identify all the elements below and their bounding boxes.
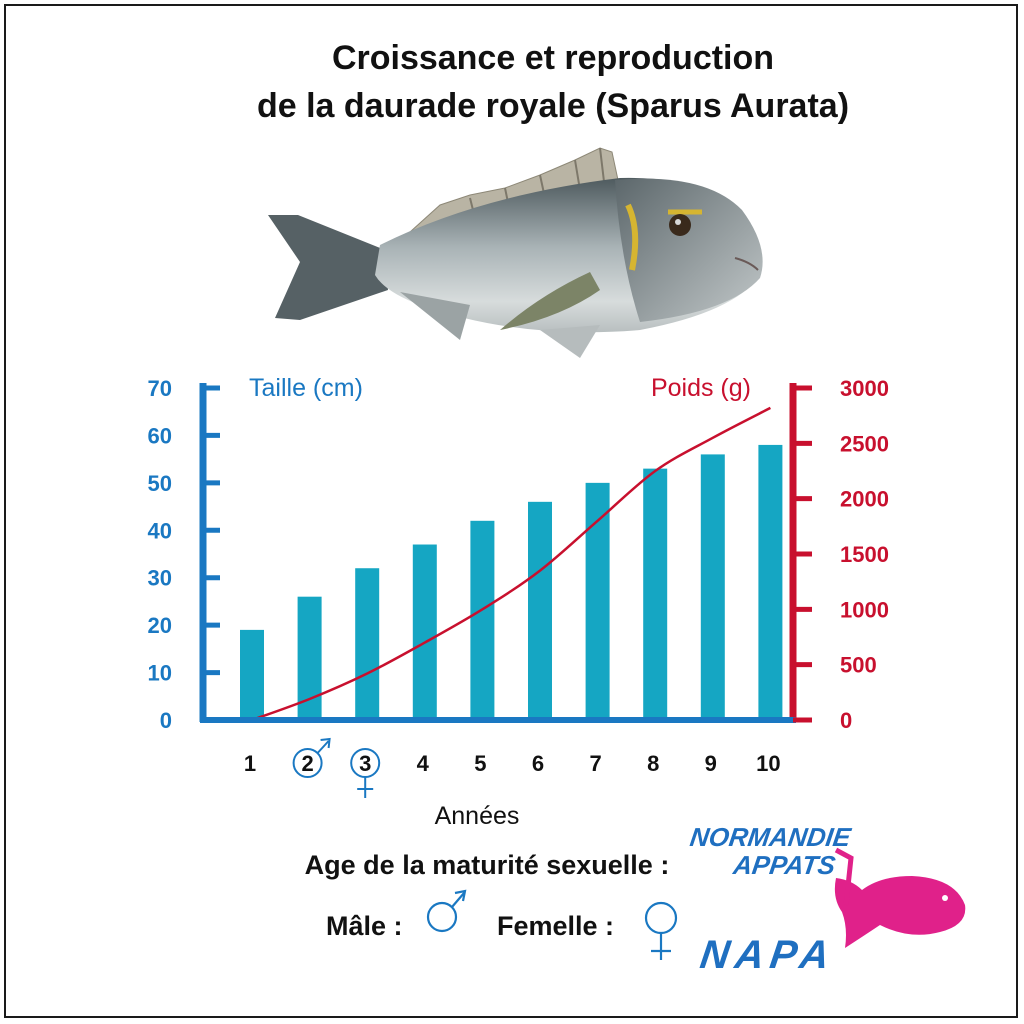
bar-year-6 <box>528 501 552 720</box>
right-ticks: 3000 2500 2000 1500 1000 500 0 <box>793 376 889 733</box>
left-tick-label: 30 <box>148 566 172 591</box>
title-line-1: Croissance et reproduction <box>332 39 774 77</box>
right-tick-label: 500 <box>840 653 877 678</box>
x-tick-label: 10 <box>756 751 780 776</box>
left-tick-label: 70 <box>148 376 172 401</box>
right-tick-label: 2500 <box>840 431 889 456</box>
logo-line-1: NORMANDIE <box>688 822 854 852</box>
x-tick-label: 8 <box>647 751 659 776</box>
right-tick-label: 2000 <box>840 487 889 512</box>
female-marker-icon <box>350 748 381 798</box>
left-tick-label: 60 <box>148 423 172 448</box>
x-tick-label: 6 <box>532 751 544 776</box>
female-symbol-icon <box>644 901 678 960</box>
fish-photo <box>268 147 763 358</box>
male-marker-icon <box>292 737 331 778</box>
x-tick-label: 4 <box>417 751 430 776</box>
title-line-2: de la daurade royale (Sparus Aurata) <box>257 87 849 125</box>
maturity-title: Age de la maturité sexuelle : <box>305 850 670 880</box>
x-tick-label: 7 <box>589 751 601 776</box>
left-ticks: 70 60 50 40 30 20 10 0 <box>148 376 220 733</box>
left-tick-label: 40 <box>148 518 172 543</box>
napa-logo: NORMANDIE APPATS NAPA <box>688 822 966 977</box>
x-tick-label: 2 <box>301 751 313 776</box>
logo-line-3: NAPA <box>698 932 839 977</box>
right-axis-title: Poids (g) <box>651 374 751 402</box>
bar-year-5 <box>470 520 495 720</box>
logo-fish-icon <box>834 847 966 948</box>
logo-line-2: APPATS <box>731 850 838 880</box>
bar-year-1 <box>240 629 264 720</box>
left-axis-title: Taille (cm) <box>249 374 363 402</box>
x-tick-label: 9 <box>705 751 717 776</box>
left-tick-label: 50 <box>148 471 172 496</box>
male-label: Mâle : <box>326 911 403 941</box>
x-ticks: 1 2 3 4 5 6 7 8 9 10 <box>244 737 781 798</box>
female-label: Femelle : <box>497 911 614 941</box>
left-tick-label: 20 <box>148 613 172 638</box>
right-tick-label: 1500 <box>840 542 889 567</box>
right-tick-label: 0 <box>840 708 852 733</box>
x-tick-label: 5 <box>474 751 486 776</box>
right-tick-label: 1000 <box>840 597 889 622</box>
x-axis-title: Années <box>435 802 520 830</box>
left-tick-label: 10 <box>148 661 172 686</box>
growth-chart: 70 60 50 40 30 20 10 0 3000 2500 2000 1500 1000 500 0… <box>148 374 889 830</box>
bar-year-10 <box>758 444 783 720</box>
bar-year-3 <box>355 568 380 720</box>
frame-border <box>4 4 1018 1018</box>
right-tick-label: 3000 <box>840 376 889 401</box>
bar-year-4 <box>412 544 437 720</box>
weight-line <box>251 406 771 722</box>
male-symbol-icon <box>426 889 467 933</box>
bar-year-8 <box>643 468 668 720</box>
bar-year-9 <box>700 454 725 720</box>
x-tick-label: 1 <box>244 751 256 776</box>
bars-layer <box>240 444 783 720</box>
bar-year-7 <box>585 482 610 720</box>
x-tick-label: 3 <box>359 751 371 776</box>
left-tick-label: 0 <box>160 708 172 733</box>
